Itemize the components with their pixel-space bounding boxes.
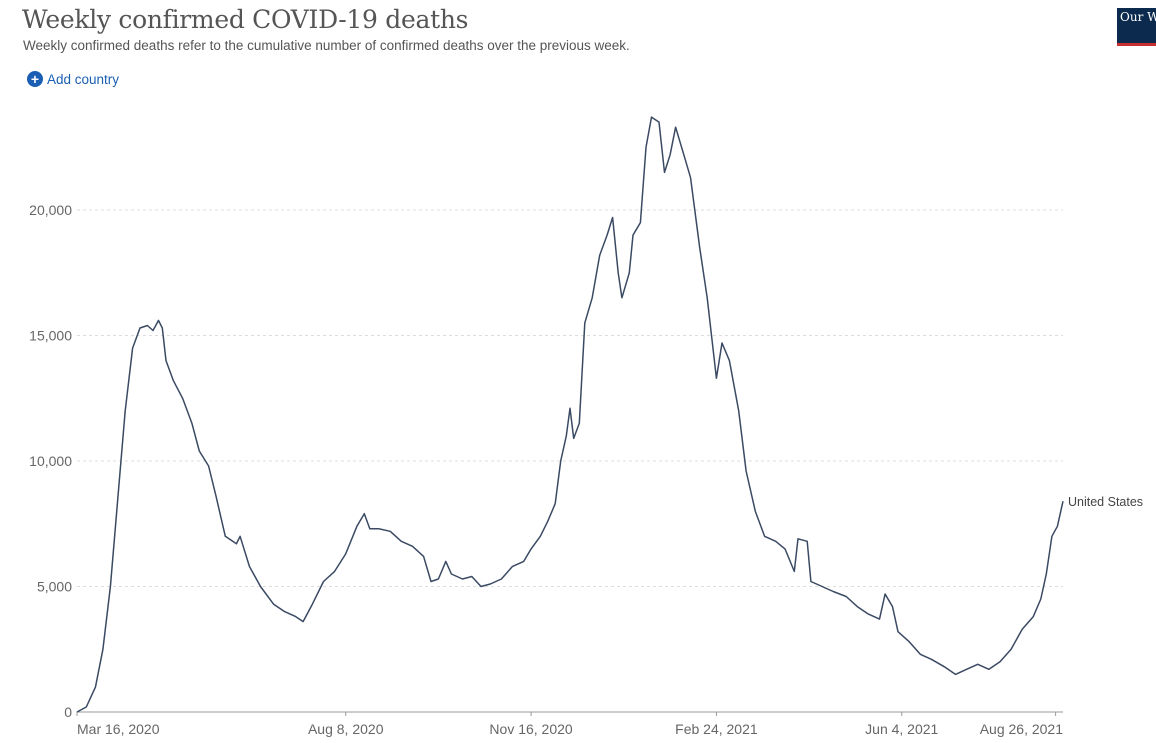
x-tick-label: Aug 8, 2020 (308, 721, 384, 737)
y-tick-label: 20,000 (29, 202, 72, 218)
y-tick-label: 5,000 (37, 579, 72, 595)
series-label[interactable]: United States (1068, 495, 1143, 509)
add-country-button[interactable]: + Add country (27, 71, 119, 87)
chart-subtitle: Weekly confirmed deaths refer to the cum… (23, 38, 630, 53)
x-tick-label: Aug 26, 2021 (980, 721, 1064, 737)
series-line[interactable] (76, 116, 1064, 713)
y-tick-label: 10,000 (29, 453, 72, 469)
logo-text: Our World in Data (1120, 10, 1156, 24)
y-tick-label: 0 (64, 704, 72, 720)
y-tick-label: 15,000 (29, 328, 72, 344)
chart-title: Weekly confirmed COVID-19 deaths (22, 5, 469, 34)
add-country-label: Add country (47, 71, 120, 87)
owid-logo[interactable]: Our World in Data (1117, 8, 1156, 46)
x-tick-label: Nov 16, 2020 (489, 721, 572, 737)
x-tick-label: Jun 4, 2021 (865, 721, 938, 737)
x-tick-label: Feb 24, 2021 (675, 721, 758, 737)
x-tick-label: Mar 16, 2020 (77, 721, 160, 737)
plus-circle-icon: + (27, 71, 43, 87)
